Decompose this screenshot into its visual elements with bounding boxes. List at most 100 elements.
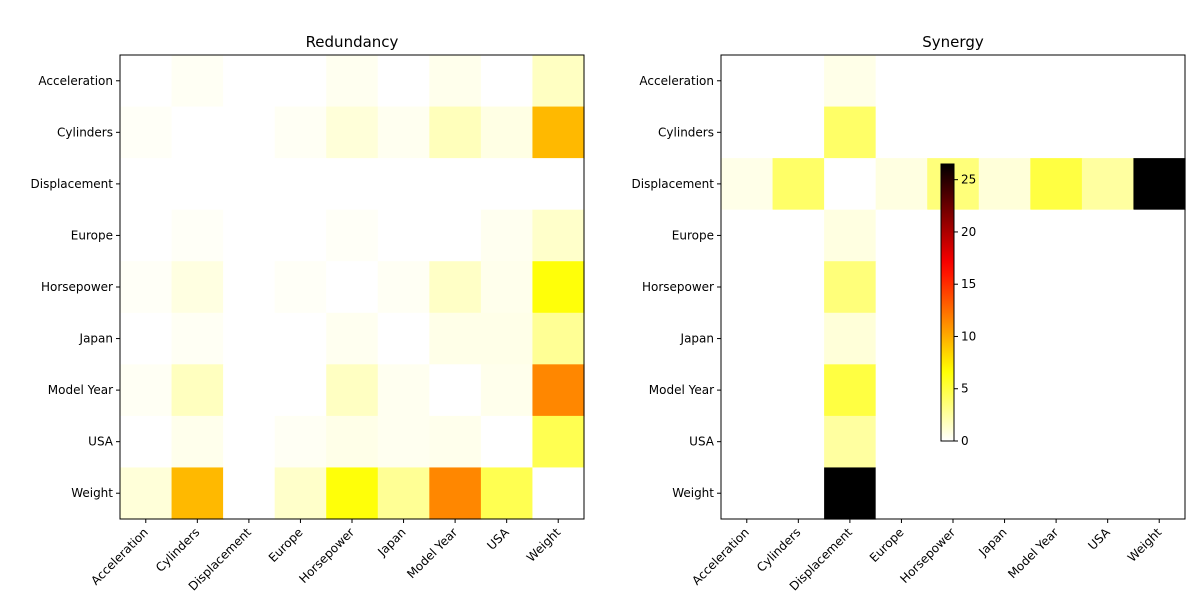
synergy-cell xyxy=(875,106,928,159)
synergy-cell xyxy=(721,364,774,417)
redundancy-cell xyxy=(532,106,585,159)
synergy-cell xyxy=(772,312,825,365)
redundancy-cell xyxy=(274,106,327,159)
synergy-cell xyxy=(824,467,877,520)
redundancy-cell xyxy=(223,364,276,417)
synergy-cell xyxy=(1133,55,1186,108)
redundancy-cell xyxy=(377,106,430,159)
redundancy-cell xyxy=(171,364,224,417)
redundancy-cell xyxy=(326,55,379,108)
synergy-cell xyxy=(1030,106,1083,159)
redundancy-cell xyxy=(326,209,379,262)
redundancy-cell xyxy=(326,261,379,314)
redundancy-cell xyxy=(480,415,534,469)
synergy-cell xyxy=(824,106,877,159)
redundancy-cell xyxy=(480,209,534,262)
redundancy-cell xyxy=(429,467,482,520)
synergy-cell xyxy=(1081,55,1135,108)
redundancy-y-tick-label: Acceleration xyxy=(38,74,113,88)
colorbar-tick-label: 0 xyxy=(961,434,969,448)
synergy-y-tick-label: Japan xyxy=(680,332,714,346)
synergy-cell xyxy=(824,209,877,262)
synergy-cell xyxy=(772,55,825,108)
synergy-cell xyxy=(978,261,1031,314)
redundancy-x-tick-label: USA xyxy=(484,525,512,553)
synergy-cell xyxy=(1081,312,1135,365)
redundancy-cell xyxy=(120,261,173,314)
synergy-cell xyxy=(772,415,825,469)
redundancy-cell xyxy=(274,312,327,365)
synergy-cell xyxy=(1133,209,1186,262)
synergy-cell xyxy=(1081,364,1135,417)
synergy-cell xyxy=(927,467,980,520)
synergy-cell xyxy=(824,415,877,469)
synergy-cell xyxy=(1030,415,1083,469)
redundancy-cell xyxy=(171,209,224,262)
redundancy-cell xyxy=(223,209,276,262)
synergy-x-tick-label: USA xyxy=(1085,525,1113,553)
redundancy-cell xyxy=(171,55,224,108)
synergy-cell xyxy=(721,55,774,108)
redundancy-cell xyxy=(171,106,224,159)
redundancy-cell xyxy=(429,158,482,211)
redundancy-cell xyxy=(326,364,379,417)
redundancy-cell xyxy=(429,415,482,469)
synergy-cell xyxy=(721,106,774,159)
synergy-cell xyxy=(824,158,877,211)
synergy-cell xyxy=(927,106,980,159)
redundancy-cell xyxy=(532,209,585,262)
redundancy-cell xyxy=(532,261,585,314)
redundancy-cell xyxy=(532,364,585,417)
synergy-cell xyxy=(1081,106,1135,159)
redundancy-cell xyxy=(274,209,327,262)
redundancy-cell xyxy=(326,158,379,211)
synergy-cell xyxy=(772,106,825,159)
synergy-cell xyxy=(875,158,928,211)
redundancy-heatmap: Redundancy AccelerationCylindersDisplace… xyxy=(31,33,585,593)
synergy-cell xyxy=(721,415,774,469)
synergy-cell xyxy=(772,467,825,520)
synergy-x-tick-label: Horsepower xyxy=(897,525,958,586)
synergy-x-tick-label: Japan xyxy=(975,525,1009,559)
synergy-cell xyxy=(978,312,1031,365)
redundancy-cell xyxy=(377,261,430,314)
redundancy-cell xyxy=(532,55,585,108)
synergy-y-tick-label: Horsepower xyxy=(642,280,714,294)
redundancy-cell xyxy=(429,209,482,262)
redundancy-cell xyxy=(120,467,173,520)
synergy-cell xyxy=(1133,106,1186,159)
synergy-cell xyxy=(875,209,928,262)
synergy-cell xyxy=(978,55,1031,108)
redundancy-cell xyxy=(480,106,534,159)
synergy-x-tick-label: Model Year xyxy=(1005,525,1061,581)
synergy-cell xyxy=(875,415,928,469)
redundancy-cell xyxy=(171,415,224,469)
redundancy-cell xyxy=(377,158,430,211)
synergy-cell xyxy=(875,312,928,365)
redundancy-cell xyxy=(429,106,482,159)
redundancy-cell xyxy=(120,364,173,417)
synergy-cell xyxy=(1133,364,1186,417)
redundancy-y-tick-label: Europe xyxy=(71,228,113,242)
redundancy-cell xyxy=(171,312,224,365)
synergy-cell xyxy=(1030,261,1083,314)
synergy-x-tick-label: Weight xyxy=(1125,525,1165,565)
synergy-y-tick-label: Weight xyxy=(672,486,714,500)
synergy-cell xyxy=(978,415,1031,469)
redundancy-cell xyxy=(429,312,482,365)
redundancy-cell xyxy=(223,158,276,211)
redundancy-cell xyxy=(377,312,430,365)
synergy-y-axis: Acceleration Cylinders Displacement Europe H… xyxy=(632,74,721,500)
colorbar: 0 5 10 15 20 25 xyxy=(940,163,976,448)
redundancy-title: Redundancy xyxy=(306,33,399,51)
redundancy-cell xyxy=(274,261,327,314)
synergy-cell xyxy=(1030,55,1083,108)
synergy-cell xyxy=(978,467,1031,520)
redundancy-y-tick-label: Weight xyxy=(71,486,113,500)
redundancy-x-tick-label: Horsepower xyxy=(296,525,357,586)
colorbar-tick-label: 5 xyxy=(961,382,969,396)
redundancy-cell xyxy=(480,55,534,108)
redundancy-cells xyxy=(120,55,585,520)
redundancy-cell xyxy=(171,158,224,211)
